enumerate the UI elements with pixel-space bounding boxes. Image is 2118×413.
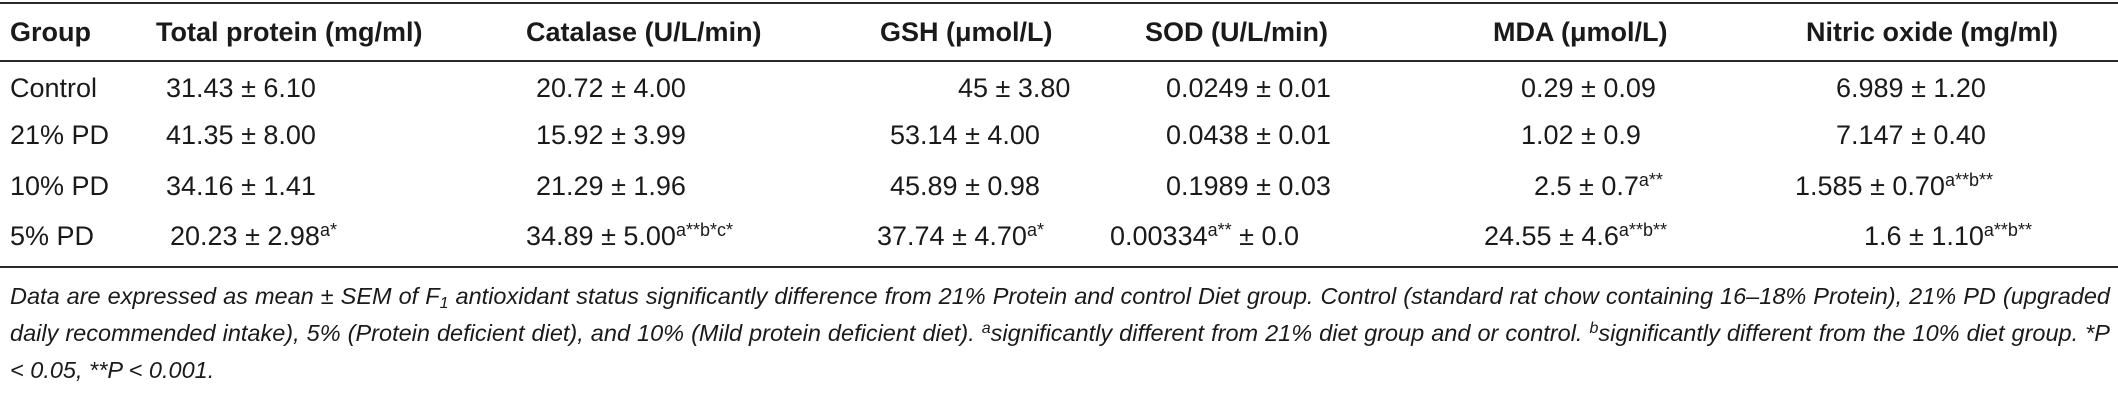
cell-catalase: 21.29 ± 1.96 [430,161,788,212]
footnote-line1-pre: Data are expressed as mean ± SEM of F [10,283,440,309]
cell-value: 0.00334 [1110,221,1208,252]
cell-value: 45 ± 3.80 [958,72,1071,103]
cell-value: 21.29 ± 1.96 [536,170,686,201]
cell-nitric-oxide: 1.6 ± 1.10a**b** [1696,212,2118,263]
cell-value: 0.29 ± 0.09 [1521,72,1656,103]
table-bottom-rule [0,266,2118,268]
header-nitric-oxide: Nitric oxide (mg/ml) [1806,16,2059,47]
cell-value: 34.16 ± 1.41 [166,170,316,201]
cell-value: 37.74 ± 4.70 [877,221,1027,252]
row-group-label: 5% PD [10,221,95,252]
significance-marker: a**b*c* [675,220,733,241]
cell-nitric-oxide: 1.585 ± 0.70a**b** [1696,161,2118,212]
cell-sod: 0.1989 ± 0.03 [1068,161,1396,212]
cell-mda: 2.5 ± 0.7a** [1396,161,1696,212]
cell-value: 1.6 ± 1.10 [1864,221,1984,252]
cell-sod: 0.0249 ± 0.01 [1068,60,1396,111]
footnote-line1-post: antioxidant status significantly differe… [10,283,2111,346]
header-total-protein: Total protein (mg/ml) [156,16,423,47]
cell-value: 34.89 ± 5.00 [526,221,676,252]
row-group-label: 10% PD [10,170,110,201]
footnote-text-a: significantly different from 21% diet gr… [990,320,1590,346]
cell-catalase: 15.92 ± 3.99 [430,111,788,162]
significance-marker: a** [1207,220,1232,241]
cell-sod: 0.00334a** ± 0.0 [1068,212,1396,263]
cell-value: 6.989 ± 1.20 [1836,72,1986,103]
header-gsh: GSH (μmol/L) [880,16,1053,47]
table-header-rule [0,60,2118,62]
cell-value: 24.55 ± 4.6 [1484,221,1619,252]
cell-value: 20.23 ± 2.98 [170,221,320,252]
cell-gsh: 45.89 ± 0.98 [788,161,1068,212]
header-group: Group [10,16,91,47]
cell-value: 45.89 ± 0.98 [890,170,1040,201]
header-catalase: Catalase (U/L/min) [526,16,762,47]
cell-value: 7.147 ± 0.40 [1836,120,1986,151]
cell-catalase: 34.89 ± 5.00a**b*c* [430,212,788,263]
cell-value: 1.02 ± 0.9 [1521,120,1641,151]
table-row: 5% PD 20.23 ± 2.98a* 34.89 ± 5.00a**b*c* 37… [0,212,2118,263]
significance-marker: a**b** [1618,220,1667,241]
cell-mda: 0.29 ± 0.09 [1396,60,1696,111]
cell-value: 0.0438 ± 0.01 [1166,120,1331,151]
cell-gsh: 45 ± 3.80 [788,60,1071,111]
cell-value: 2.5 ± 0.7 [1534,170,1639,201]
cell-mda: 1.02 ± 0.9 [1396,111,1696,162]
table-footnote: Data are expressed as mean ± SEM of F1 a… [10,278,2110,389]
cell-total-protein: 31.43 ± 6.10 [108,60,430,111]
cell-value: 0.1989 ± 0.03 [1166,170,1331,201]
cell-value: 15.92 ± 3.99 [536,120,686,151]
cell-nitric-oxide: 7.147 ± 0.40 [1696,111,2118,162]
table-top-rule [0,2,2118,4]
header-mda: MDA (μmol/L) [1493,16,1668,47]
table-header-row: Group Total protein (mg/ml) Catalase (U/… [0,4,2118,60]
cell-value: 53.14 ± 4.00 [890,120,1040,151]
cell-sod: 0.0438 ± 0.01 [1068,111,1396,162]
cell-gsh: 37.74 ± 4.70a* [788,212,1068,263]
significance-marker: a* [319,220,337,241]
cell-catalase: 20.72 ± 4.00 [430,60,788,111]
cell-total-protein: 34.16 ± 1.41 [108,161,430,212]
significance-marker: a** [1638,169,1663,190]
cell-total-protein: 41.35 ± 8.00 [108,111,430,162]
significance-marker: a**b** [1983,220,2032,241]
row-group-label: Control [10,72,98,103]
footnote-sup-a: a [981,320,991,337]
table-row: 21% PD 41.35 ± 8.00 15.92 ± 3.99 53.14 ± 4.… [0,111,2118,162]
table-row: 10% PD 34.16 ± 1.41 21.29 ± 1.96 45.89 ± 0.… [0,161,2118,212]
cell-gsh: 53.14 ± 4.00 [788,111,1068,162]
cell-mda: 24.55 ± 4.6a**b** [1396,212,1696,263]
antioxidant-table: Group Total protein (mg/ml) Catalase (U/… [0,4,2118,262]
cell-value: 31.43 ± 6.10 [166,72,316,103]
header-sod: SOD (U/L/min) [1145,16,1328,47]
cell-value: 41.35 ± 8.00 [166,120,316,151]
footnote-sup-b: b [1589,320,1599,337]
cell-value: 20.72 ± 4.00 [536,72,686,103]
significance-marker: a**b** [1944,169,1993,190]
cell-total-protein: 20.23 ± 2.98a* [108,212,430,263]
table-row: Control 31.43 ± 6.10 20.72 ± 4.00 45 ± 3.80… [0,60,2118,111]
cell-value-suffix: ± 0.0 [1231,221,1299,252]
cell-value: 0.0249 ± 0.01 [1166,72,1331,103]
cell-nitric-oxide: 6.989 ± 1.20 [1696,60,2118,111]
footnote-text-b: significantly different from the 10% die… [10,320,2110,383]
cell-value: 1.585 ± 0.70 [1795,170,1945,201]
footnote-sub: 1 [439,295,449,312]
significance-marker: a* [1026,220,1044,241]
row-group-label: 21% PD [10,120,110,151]
